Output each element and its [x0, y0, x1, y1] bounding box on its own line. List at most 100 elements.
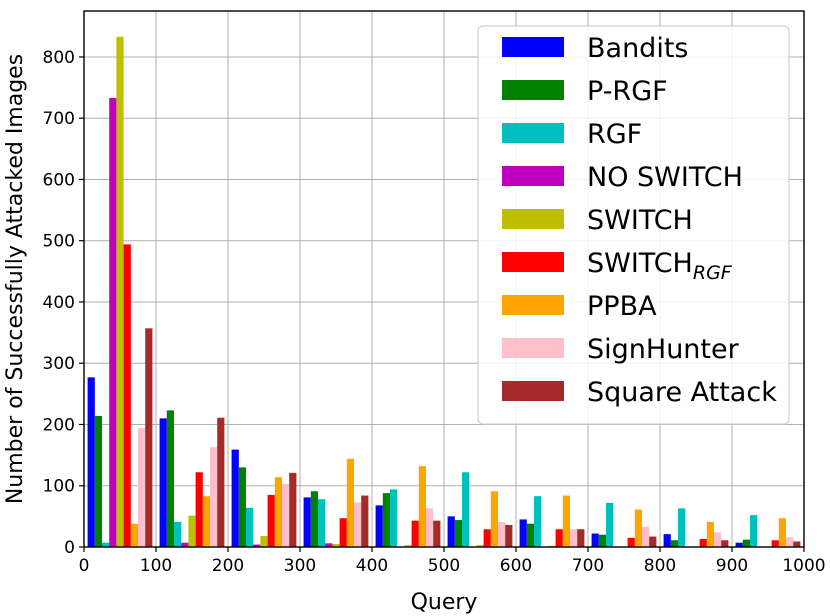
bar — [303, 497, 311, 547]
legend-swatch — [502, 209, 564, 229]
bar — [771, 540, 779, 547]
bar — [138, 428, 146, 547]
bar — [462, 472, 470, 547]
bar — [217, 417, 225, 547]
legend-label: NO SWITCH — [587, 162, 743, 193]
y-tick-label: 600 — [43, 170, 75, 190]
bar — [778, 518, 786, 547]
legend: Bandits P-RGF RGF NO SWITCH SWITCH SWITCHRGF P… — [477, 25, 790, 425]
bar — [498, 521, 506, 547]
bar — [231, 449, 239, 547]
bar — [634, 509, 642, 547]
x-tick-label: 800 — [644, 556, 676, 576]
bar — [318, 499, 326, 547]
legend-label: PPBA — [587, 291, 657, 322]
y-tick-label: 700 — [43, 109, 75, 129]
bar — [678, 508, 686, 547]
y-tick-label: 300 — [43, 354, 75, 374]
bar — [332, 543, 340, 547]
bar — [476, 545, 484, 547]
x-tick-label: 700 — [572, 556, 604, 576]
bar — [598, 534, 606, 547]
bar — [642, 526, 650, 547]
bar — [310, 491, 318, 547]
bar — [562, 495, 570, 547]
bar — [390, 489, 398, 547]
bars — [87, 36, 801, 548]
x-axis-label: Query — [411, 590, 478, 615]
bar — [786, 537, 794, 547]
legend-swatch — [502, 381, 564, 401]
legend-label: Bandits — [587, 33, 688, 64]
bar — [145, 328, 153, 547]
bar — [519, 519, 527, 547]
bar — [253, 544, 261, 547]
bar — [166, 410, 174, 547]
bar — [411, 520, 419, 547]
legend-label: Square Attack — [587, 377, 777, 408]
bar — [195, 472, 203, 547]
x-tick-label: 600 — [500, 556, 532, 576]
bar — [793, 541, 801, 547]
bar — [238, 467, 246, 547]
bar — [404, 545, 412, 547]
bar — [735, 542, 743, 547]
bar — [267, 494, 275, 547]
y-axis-label: Number of Successfully Attacked Images — [3, 54, 28, 504]
bar — [282, 483, 290, 547]
bar — [109, 97, 117, 548]
bar — [102, 542, 110, 547]
bar — [130, 523, 138, 547]
bar — [382, 493, 390, 547]
bar — [418, 466, 426, 547]
bar — [289, 472, 297, 547]
bar — [591, 533, 599, 547]
bar — [433, 520, 441, 547]
bar — [375, 505, 383, 547]
x-tick-label: 0 — [79, 556, 90, 576]
legend-swatch — [502, 252, 564, 272]
x-tick-label: 900 — [716, 556, 748, 576]
legend-swatch — [502, 295, 564, 315]
bar — [174, 521, 182, 547]
bar — [526, 523, 534, 547]
bar — [325, 543, 333, 547]
x-tick-label: 100 — [140, 556, 172, 576]
bar — [483, 529, 491, 547]
y-axis-ticks: 0 100 200 300 400 500 600 700 800 — [43, 48, 84, 558]
bar — [699, 539, 707, 547]
bar — [534, 496, 542, 547]
bar — [339, 518, 347, 547]
bar — [260, 535, 268, 547]
legend-label: SWITCH — [587, 205, 693, 236]
x-tick-label: 200 — [212, 556, 244, 576]
x-tick-label: 1000 — [782, 556, 825, 576]
bar — [346, 458, 354, 547]
legend-label: SignHunter — [587, 334, 740, 365]
bar — [202, 496, 210, 547]
bar — [246, 507, 254, 547]
bar — [426, 508, 434, 547]
bar — [454, 520, 462, 547]
bar — [116, 36, 124, 548]
bar — [188, 515, 196, 547]
bar — [721, 540, 729, 547]
bar — [649, 536, 657, 547]
bar — [505, 524, 513, 547]
y-tick-label: 0 — [64, 538, 75, 558]
legend-swatch — [502, 338, 564, 358]
bar — [274, 477, 282, 547]
bar — [577, 529, 585, 547]
bar — [750, 515, 758, 547]
bar — [606, 502, 614, 547]
legend-swatch — [502, 80, 564, 100]
legend-swatch — [502, 37, 564, 57]
bar — [627, 537, 635, 547]
bar — [706, 521, 714, 547]
bar — [159, 418, 167, 547]
x-tick-label: 400 — [356, 556, 388, 576]
x-axis-ticks: 0 100 200 300 400 500 600 700 800 900 1000 — [79, 547, 826, 576]
bar — [490, 491, 498, 547]
bar — [354, 502, 362, 547]
